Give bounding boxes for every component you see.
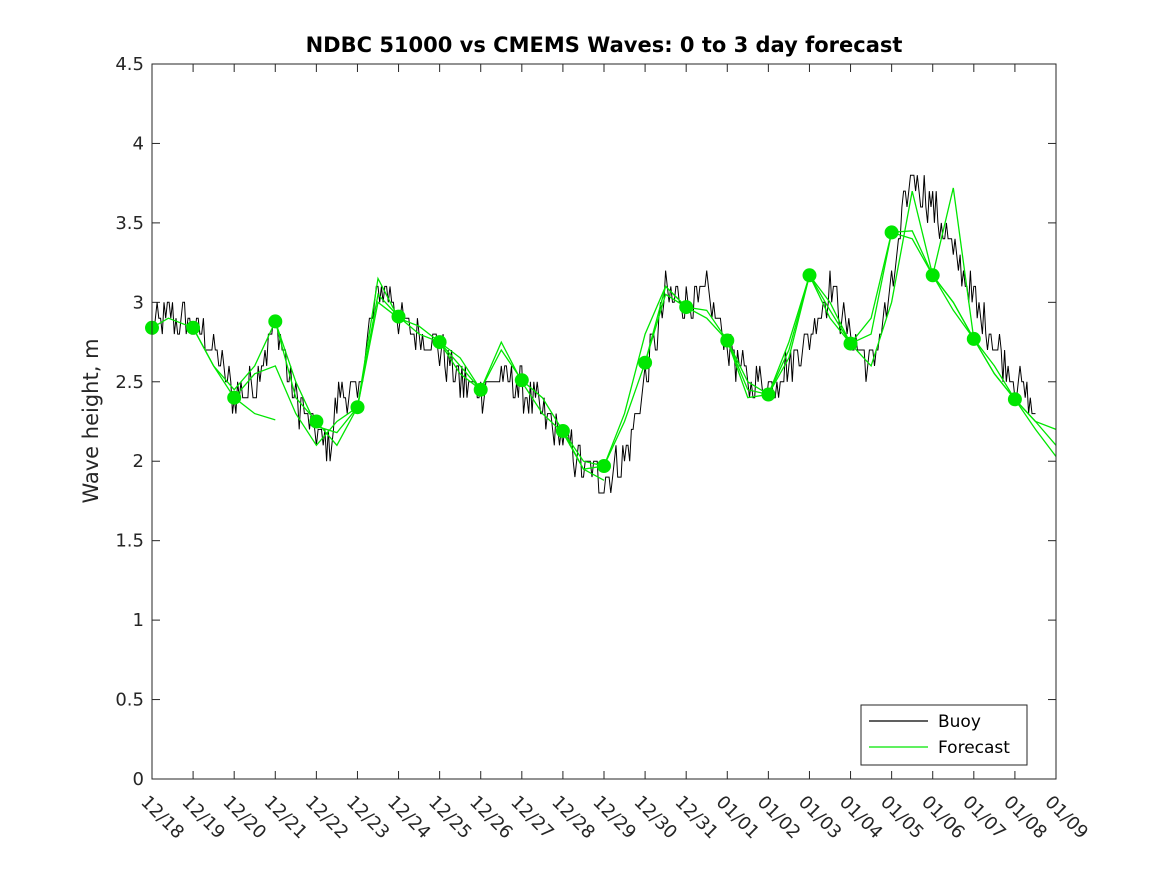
x-tick-label: 12/28 [547, 792, 599, 844]
x-tick-label: 12/20 [219, 792, 271, 844]
forecast-marker [514, 373, 529, 388]
forecast-marker [1007, 392, 1022, 407]
y-tick-label: 2 [133, 451, 144, 472]
x-tick-label: 01/04 [835, 792, 887, 844]
forecast-marker [227, 390, 242, 405]
x-tick-label: 12/22 [301, 792, 353, 844]
y-tick-label: 4 [133, 133, 144, 154]
y-tick-label: 2.5 [115, 372, 144, 393]
chart-title: NDBC 51000 vs CMEMS Waves: 0 to 3 day fo… [306, 33, 903, 57]
x-tick-label: 12/18 [136, 792, 188, 844]
y-axis-label: Wave height, m [79, 338, 103, 503]
y-tick-label: 1.5 [115, 531, 144, 552]
x-tick-label: 12/26 [465, 792, 517, 844]
x-tick-label: 12/25 [424, 792, 476, 844]
forecast-marker [186, 320, 201, 335]
y-tick-label: 3.5 [115, 213, 144, 234]
y-tick-label: 0.5 [115, 690, 144, 711]
forecast-run-3 [233, 301, 399, 447]
buoy-series [152, 174, 1036, 494]
forecast-marker [268, 314, 283, 329]
forecast-marker [432, 335, 447, 350]
forecast-marker [473, 382, 488, 397]
y-tick-label: 1 [133, 610, 144, 631]
x-tick-label: 12/31 [671, 792, 723, 844]
plot-frame [151, 63, 1057, 780]
x-tick-label: 01/01 [712, 792, 764, 844]
x-tick-label: 01/07 [958, 792, 1010, 844]
x-tick-label: 01/03 [794, 792, 846, 844]
legend-forecast-label: Forecast [938, 738, 1010, 758]
x-tick-label: 12/23 [342, 792, 394, 844]
x-tick-label: 12/21 [260, 792, 312, 844]
x-tick-label: 01/06 [917, 792, 969, 844]
forecast-marker [597, 459, 611, 473]
x-tick-label: 01/09 [1040, 792, 1092, 844]
y-tick-label: 4.5 [115, 54, 144, 75]
x-tick-label: 01/05 [876, 792, 928, 844]
x-tick-label: 12/19 [178, 792, 230, 844]
forecast-run-12 [932, 274, 1057, 446]
x-tick-label: 12/27 [506, 792, 558, 844]
legend-buoy-label: Buoy [938, 712, 981, 732]
forecast-marker [350, 400, 365, 415]
forecast-marker [638, 355, 653, 370]
forecast-marker [761, 387, 776, 402]
forecast-marker [966, 331, 981, 346]
forecast-markers [145, 225, 1022, 473]
legend-box [860, 704, 1028, 766]
x-tick-label: 01/08 [999, 792, 1051, 844]
buoy-line [152, 174, 1036, 494]
forecast-marker [925, 268, 940, 283]
forecast-marker [555, 424, 570, 438]
forecast-marker [391, 309, 406, 324]
forecast-marker [884, 225, 899, 240]
forecast-marker [843, 336, 858, 351]
x-tick-label: 12/29 [588, 792, 640, 844]
legend: Buoy Forecast [860, 704, 1028, 766]
forecast-marker [309, 414, 324, 429]
x-tick-label: 12/24 [383, 792, 435, 844]
forecast-marker [802, 268, 817, 283]
y-tick-label: 3 [133, 292, 144, 313]
x-tick-label: 12/30 [630, 792, 682, 844]
y-tick-label: 0 [133, 769, 144, 790]
x-tick-label: 01/02 [753, 792, 805, 844]
forecast-marker [679, 300, 694, 315]
plot-area [152, 64, 1056, 779]
forecast-marker [720, 333, 735, 348]
forecast-run-4 [274, 276, 482, 447]
